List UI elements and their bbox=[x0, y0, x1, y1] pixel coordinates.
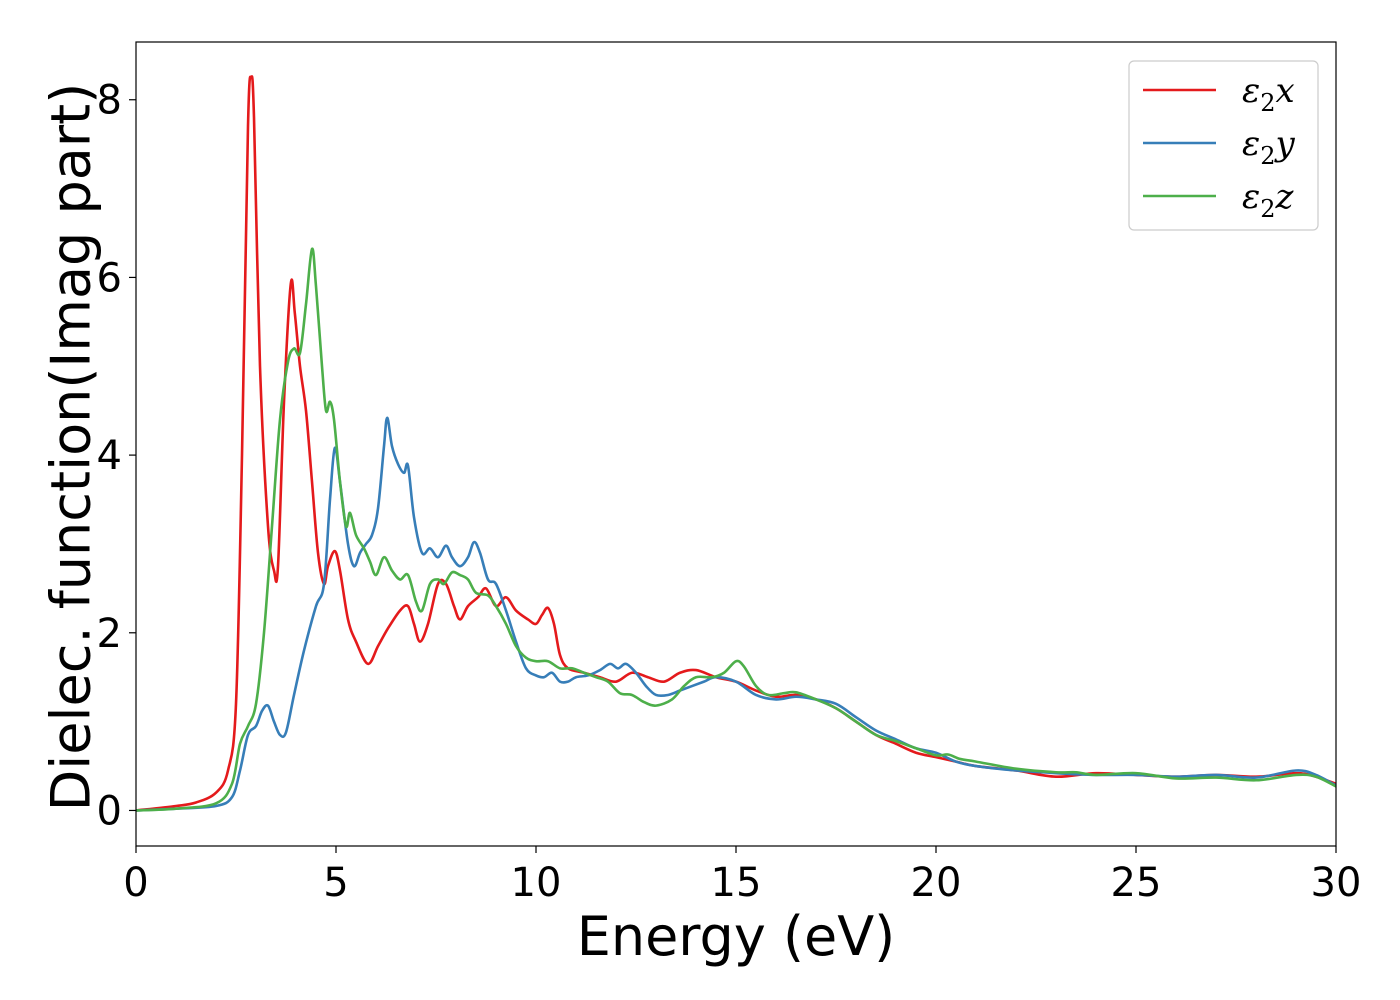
series-line-z bbox=[136, 247, 1336, 812]
ticks-layer: 0 5 10 15 20 25 30 0 2 4 6 8 bbox=[97, 78, 1362, 906]
legend-label-subscript: 2 bbox=[1260, 89, 1275, 117]
x-tick-label: 15 bbox=[711, 860, 762, 906]
legend-box bbox=[1128, 60, 1319, 231]
legend-label-base: ε bbox=[1242, 71, 1260, 111]
x-tick-label: 5 bbox=[323, 860, 348, 906]
legend-label-base: ε bbox=[1242, 124, 1260, 164]
y-tick-label: 8 bbox=[97, 78, 122, 124]
legend-label-z: ε2z bbox=[1242, 177, 1295, 223]
series-layer bbox=[136, 75, 1336, 812]
legend-label-base: ε bbox=[1242, 177, 1260, 217]
y-axis-title: Dielec. function(Imag part) bbox=[40, 83, 103, 812]
y-tick-label: 6 bbox=[97, 255, 122, 301]
legend-label-x: ε2x bbox=[1242, 71, 1295, 117]
legend-label-subscript: 2 bbox=[1260, 142, 1275, 170]
legend-label-subscript: 2 bbox=[1260, 195, 1275, 223]
x-tick-label: 30 bbox=[1311, 860, 1362, 906]
legend-label-y: ε2y bbox=[1242, 124, 1296, 170]
legend-label-axis: y bbox=[1274, 124, 1296, 164]
x-tick-label: 10 bbox=[511, 860, 562, 906]
series-line-y bbox=[136, 416, 1336, 812]
y-tick-label: 2 bbox=[97, 611, 122, 657]
y-tick-label: 0 bbox=[97, 788, 122, 834]
x-tick-label: 20 bbox=[911, 860, 962, 906]
x-tick-label: 25 bbox=[1111, 860, 1162, 906]
x-axis-title: Energy (eV) bbox=[577, 905, 896, 968]
legend-label-axis: x bbox=[1276, 71, 1295, 111]
x-tick-label: 0 bbox=[123, 860, 148, 906]
legend-label-axis: z bbox=[1275, 177, 1295, 217]
y-tick-label: 4 bbox=[97, 433, 122, 479]
